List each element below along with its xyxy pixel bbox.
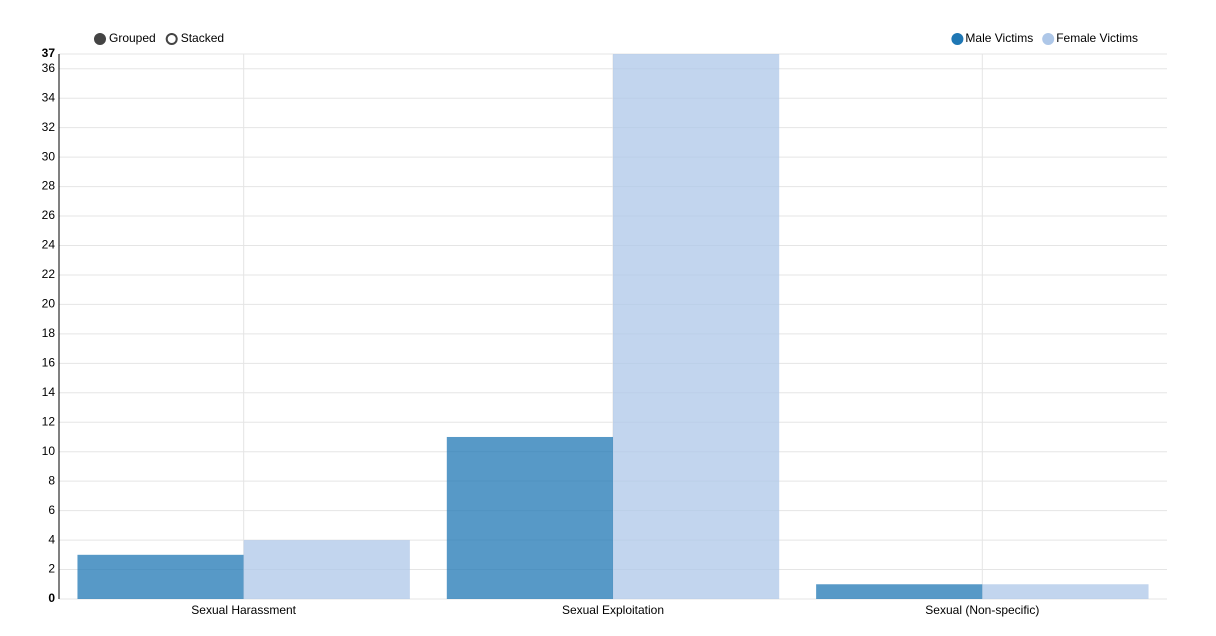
y-tick-label: 26 [42, 208, 56, 222]
y-tick-label: 34 [42, 90, 56, 104]
y-tick-label: 32 [42, 120, 56, 134]
control-label[interactable]: Grouped [109, 31, 156, 45]
control-label[interactable]: Stacked [181, 31, 224, 45]
bar[interactable] [446, 436, 613, 599]
y-tick-label: 22 [42, 267, 56, 281]
bar[interactable] [77, 554, 244, 599]
y-tick-label: 30 [42, 149, 56, 163]
y-tick-label: 36 [42, 61, 56, 75]
y-tick-label: 16 [42, 355, 56, 369]
y-tick-label: 18 [42, 326, 56, 340]
y-tick-label: 12 [42, 414, 56, 428]
legend-label[interactable]: Female Victims [1056, 31, 1138, 45]
y-tick-label: 0 [48, 591, 55, 605]
y-tick-label: 8 [48, 473, 55, 487]
bar[interactable] [243, 540, 410, 599]
y-tick-label: 4 [48, 532, 55, 546]
y-tick-label: 28 [42, 179, 56, 193]
y-tick-label: 24 [42, 238, 56, 252]
bar[interactable] [982, 584, 1149, 599]
x-tick-label: Sexual Harassment [191, 603, 296, 617]
x-tick-label: Sexual Exploitation [562, 603, 664, 617]
bar[interactable] [816, 584, 983, 599]
y-tick-label: 6 [48, 503, 55, 517]
legend-marker[interactable] [1042, 33, 1055, 45]
legend-marker[interactable] [951, 33, 964, 45]
bar[interactable] [613, 54, 780, 599]
y-tick-label: 20 [42, 297, 56, 311]
y-tick-label: 37 [42, 46, 56, 60]
y-tick-label: 10 [42, 444, 56, 458]
control-marker[interactable] [94, 33, 106, 45]
control-marker[interactable] [165, 33, 178, 45]
x-tick-label: Sexual (Non-specific) [925, 603, 1039, 617]
legend-label[interactable]: Male Victims [965, 31, 1033, 45]
y-tick-label: 2 [48, 562, 55, 576]
y-tick-label: 14 [42, 385, 56, 399]
